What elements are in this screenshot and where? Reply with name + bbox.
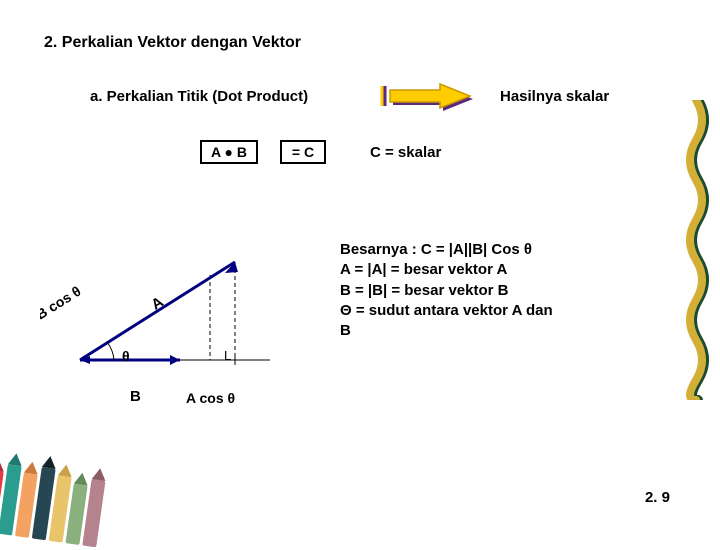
b-label: B — [130, 388, 141, 405]
subsection-title: a. Perkalian Titik (Dot Product) — [90, 88, 308, 105]
wavy-decoration-icon — [682, 100, 714, 400]
page-number: 2. 9 — [645, 489, 670, 506]
definition-block: Besarnya : C = |A||B| Cos θ A = |A| = be… — [340, 240, 553, 341]
theta-label: θ — [122, 348, 130, 364]
def-line4: Θ = sudut antara vektor A dan — [340, 301, 553, 321]
result-label: Hasilnya skalar — [500, 88, 609, 105]
def-line1: Besarnya : C = |A||B| Cos θ — [340, 240, 553, 260]
vector-diagram: B cos θ — [40, 220, 300, 420]
section-title: 2. Perkalian Vektor dengan Vektor — [44, 34, 301, 52]
formula-box-ab: A ● B — [200, 140, 258, 164]
def-line2: A = |A| = besar vektor A — [340, 260, 553, 280]
crayons-icon — [0, 420, 140, 550]
l-label: L — [224, 348, 231, 363]
def-line3: B = |B| = besar vektor B — [340, 281, 553, 301]
c-skalar-label: C = skalar — [370, 144, 441, 161]
acos-label: A cos θ — [186, 390, 235, 406]
def-line5: B — [340, 321, 553, 341]
formula-box-eq: = C — [280, 140, 326, 164]
arrow-icon — [380, 78, 480, 114]
svg-text:B cos θ: B cos θ — [40, 283, 84, 323]
